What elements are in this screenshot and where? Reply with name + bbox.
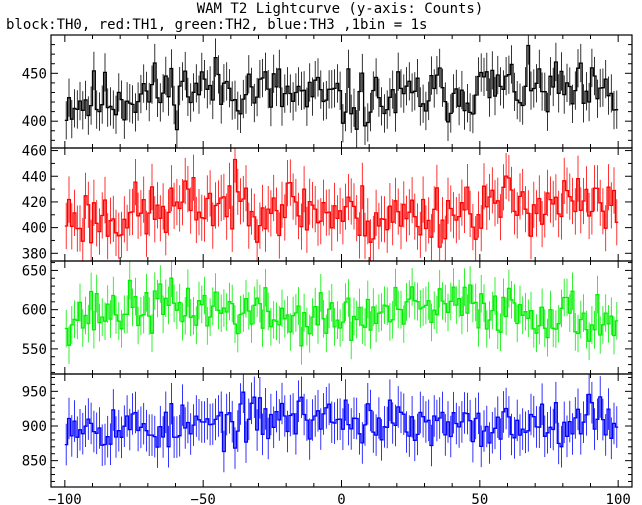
step-line xyxy=(64,158,619,248)
panel-stack: 400 450 380 400 420 440 460 550 600 650 850 900 950 −… xyxy=(22,34,633,505)
y-tick-label: 400 xyxy=(22,114,47,130)
series-th2 xyxy=(64,261,619,365)
y-tick-label: 380 xyxy=(22,246,47,262)
panel-th0: 400 450 xyxy=(22,34,633,149)
step-line xyxy=(64,44,619,131)
y-tick-label: 550 xyxy=(22,342,47,358)
y-tick-label: 650 xyxy=(22,263,47,279)
panel-th1: 380 400 420 440 460 xyxy=(22,144,633,262)
y-tick-label: 440 xyxy=(22,169,47,185)
error-bars xyxy=(65,148,618,261)
error-bars xyxy=(65,261,618,365)
y-tick-label: 600 xyxy=(22,303,47,319)
series-th3 xyxy=(64,374,619,473)
y-tick-label: 900 xyxy=(22,419,47,435)
x-tick-label: −100 xyxy=(48,492,82,505)
panel-th3: 850 900 950 −100 −50 0 50 100 xyxy=(22,373,633,505)
series-th0 xyxy=(64,35,619,148)
y-tick-label: 460 xyxy=(22,144,47,160)
y-tick-label: 420 xyxy=(22,195,47,211)
y-tick-label: 850 xyxy=(22,454,47,470)
x-tick-label: 0 xyxy=(337,492,345,505)
panel-th2: 550 600 650 xyxy=(22,260,633,375)
series-th1 xyxy=(64,148,619,261)
step-line xyxy=(64,391,619,453)
x-tick-label: −50 xyxy=(191,492,216,505)
step-line xyxy=(64,277,619,347)
figure-title: WAM T2 Lightcurve (y-axis: Counts) xyxy=(197,1,484,17)
y-tick-label: 450 xyxy=(22,66,47,82)
x-tick-label: 50 xyxy=(471,492,488,505)
y-tick-label: 950 xyxy=(22,384,47,400)
y-tick-label: 400 xyxy=(22,221,47,237)
x-tick-label: 100 xyxy=(606,492,631,505)
figure-subtitle: block:TH0, red:TH1, green:TH2, blue:TH3 … xyxy=(6,17,427,33)
error-bars xyxy=(65,35,618,148)
